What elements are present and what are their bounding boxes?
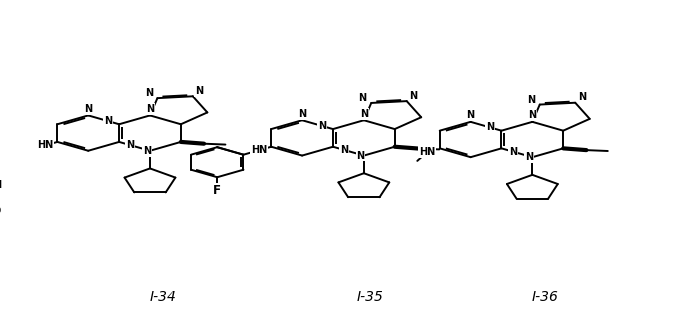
Text: N: N xyxy=(143,146,151,156)
Text: I-34: I-34 xyxy=(150,290,176,304)
Text: N: N xyxy=(256,145,264,155)
Text: N: N xyxy=(359,93,367,103)
Text: I-36: I-36 xyxy=(532,290,559,304)
Text: N: N xyxy=(424,146,433,156)
Text: N: N xyxy=(487,122,494,133)
Text: N: N xyxy=(360,109,368,119)
Text: HN: HN xyxy=(419,147,435,157)
Text: N: N xyxy=(317,121,326,131)
Text: N: N xyxy=(527,95,535,105)
Text: N: N xyxy=(509,146,517,156)
Text: N: N xyxy=(127,140,134,150)
Text: N: N xyxy=(146,104,154,114)
Text: N: N xyxy=(340,145,348,155)
Text: N: N xyxy=(577,92,586,102)
Text: N: N xyxy=(145,88,153,98)
Text: N: N xyxy=(298,109,306,119)
Text: N: N xyxy=(104,116,112,126)
Text: N: N xyxy=(0,180,1,190)
Text: N: N xyxy=(528,110,536,121)
Text: N: N xyxy=(525,152,533,162)
Text: O: O xyxy=(0,206,1,216)
Text: N: N xyxy=(42,140,50,150)
Text: F: F xyxy=(213,184,221,197)
Text: HN: HN xyxy=(37,141,53,150)
Text: N: N xyxy=(409,90,417,100)
Text: N: N xyxy=(466,110,475,121)
Text: I-35: I-35 xyxy=(357,290,384,304)
Text: N: N xyxy=(195,86,203,96)
Text: HN: HN xyxy=(251,145,267,155)
Text: N: N xyxy=(84,104,92,114)
Text: N: N xyxy=(356,151,365,161)
